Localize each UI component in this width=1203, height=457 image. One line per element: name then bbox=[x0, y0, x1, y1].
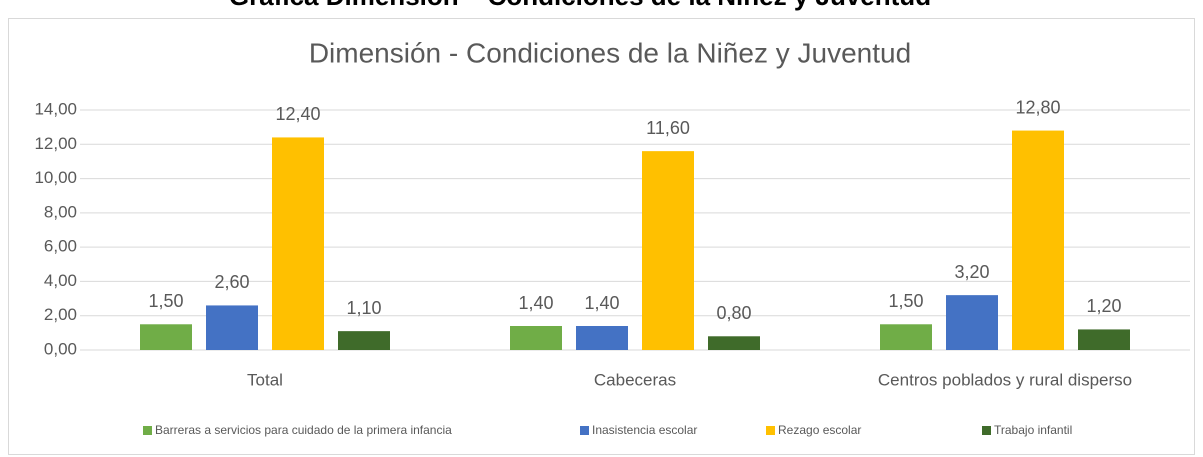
bar bbox=[946, 295, 998, 350]
legend-swatch bbox=[766, 426, 775, 435]
bar bbox=[338, 331, 390, 350]
value-label: 1,20 bbox=[1086, 296, 1121, 316]
y-tick-label: 2,00 bbox=[44, 305, 77, 324]
value-label: 1,40 bbox=[518, 293, 553, 313]
bar bbox=[576, 326, 628, 350]
bar bbox=[880, 324, 932, 350]
y-tick-label: 14,00 bbox=[34, 99, 77, 118]
bar bbox=[1078, 329, 1130, 350]
bar bbox=[1012, 130, 1064, 350]
bar bbox=[510, 326, 562, 350]
y-tick-label: 4,00 bbox=[44, 271, 77, 290]
value-label: 11,60 bbox=[646, 118, 690, 138]
chart-border bbox=[8, 18, 1195, 455]
y-tick-label: 12,00 bbox=[34, 134, 77, 153]
value-label: 2,60 bbox=[214, 272, 249, 292]
legend-label: Barreras a servicios para cuidado de la … bbox=[155, 423, 452, 437]
value-label: 12,40 bbox=[275, 104, 320, 124]
legend-swatch bbox=[143, 426, 152, 435]
x-tick-label: Cabeceras bbox=[594, 370, 676, 389]
bar bbox=[642, 151, 694, 350]
value-label: 0,80 bbox=[716, 303, 751, 323]
y-tick-label: 0,00 bbox=[44, 339, 77, 358]
page-heading: Gráfica Dimensión – Condiciones de la Ni… bbox=[229, 0, 931, 11]
value-label: 1,50 bbox=[148, 291, 183, 311]
value-label: 12,80 bbox=[1015, 97, 1060, 117]
bar bbox=[206, 305, 258, 350]
bar bbox=[272, 137, 324, 350]
bar bbox=[140, 324, 192, 350]
y-tick-label: 8,00 bbox=[44, 202, 77, 221]
legend-swatch bbox=[580, 426, 589, 435]
chart-title: Dimensión - Condiciones de la Niñez y Ju… bbox=[309, 37, 911, 68]
value-label: 1,10 bbox=[346, 298, 381, 318]
value-label: 1,50 bbox=[888, 291, 923, 311]
bar bbox=[708, 336, 760, 350]
legend-label: Trabajo infantil bbox=[994, 423, 1072, 437]
y-tick-label: 10,00 bbox=[34, 168, 77, 187]
y-tick-label: 6,00 bbox=[44, 237, 77, 256]
value-label: 3,20 bbox=[954, 262, 989, 282]
x-tick-label: Total bbox=[247, 370, 283, 389]
legend-swatch bbox=[982, 426, 991, 435]
x-tick-label: Centros poblados y rural disperso bbox=[878, 370, 1132, 389]
legend-label: Inasistencia escolar bbox=[592, 423, 697, 437]
value-label: 1,40 bbox=[584, 293, 619, 313]
legend-label: Rezago escolar bbox=[778, 423, 861, 437]
